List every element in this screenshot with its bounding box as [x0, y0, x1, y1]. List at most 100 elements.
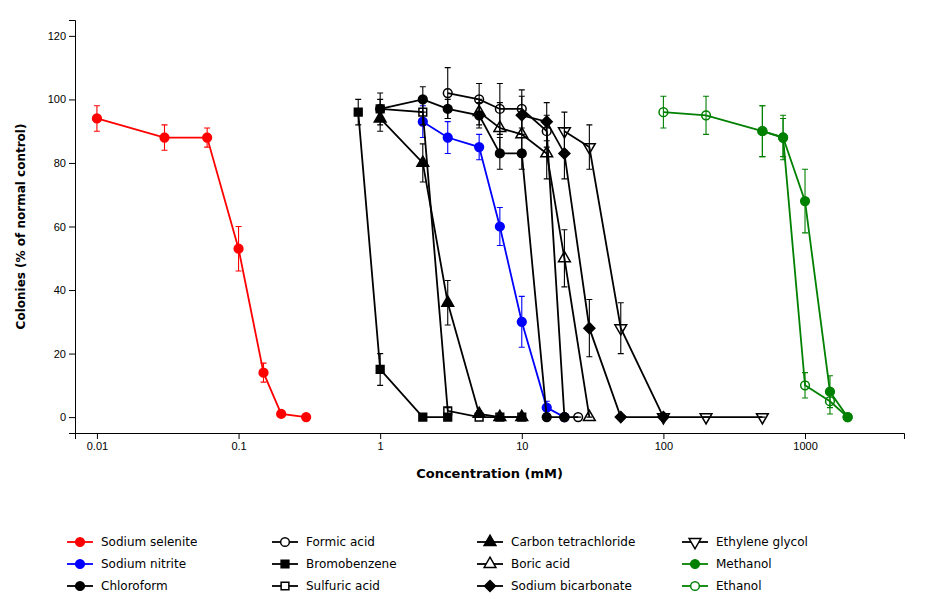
- legend-label: Carbon tetrachloride: [511, 535, 635, 549]
- tick-label: 100: [655, 440, 673, 452]
- y-axis-title: Colonies (% of normal control): [14, 124, 28, 330]
- series-line: [564, 131, 762, 417]
- tick-mark: [69, 227, 75, 228]
- series-line: [97, 118, 306, 417]
- error-bar: [802, 373, 808, 398]
- tick-label: 0.1: [231, 440, 246, 452]
- legend-label: Chloroform: [101, 579, 168, 593]
- tick-mark: [69, 36, 75, 37]
- point: [516, 410, 528, 420]
- tick-mark: [805, 433, 806, 439]
- tick-mark: [69, 290, 75, 291]
- point: [843, 413, 852, 422]
- point: [419, 108, 427, 116]
- tick: 1: [378, 433, 384, 452]
- point: [843, 413, 852, 422]
- point: [615, 325, 627, 335]
- series-line: [762, 131, 847, 417]
- point: [444, 407, 452, 415]
- legend-item: Ethylene glycol: [682, 535, 808, 549]
- legend-item: Sodium nitrite: [67, 557, 186, 571]
- legend-marker: [691, 582, 700, 591]
- series: [516, 96, 669, 422]
- legend-marker: [76, 538, 85, 547]
- point: [277, 410, 286, 419]
- x-axis-title: Concentration (mM): [416, 466, 563, 481]
- legend-marker: [76, 582, 85, 591]
- tick: 0.01: [87, 433, 108, 452]
- legend-label: Methanol: [716, 557, 772, 571]
- point: [517, 317, 526, 326]
- point: [443, 89, 452, 98]
- legend-item: Carbon tetrachloride: [477, 535, 635, 549]
- error-bar: [476, 99, 482, 124]
- tick-mark: [239, 433, 240, 439]
- legend-marker: [689, 539, 701, 549]
- legend-item: Chloroform: [67, 579, 168, 593]
- error-bar: [827, 389, 833, 414]
- series: [559, 112, 769, 424]
- error-bar: [586, 125, 592, 169]
- point: [419, 413, 427, 421]
- point: [559, 128, 571, 138]
- point: [203, 133, 212, 142]
- point: [495, 222, 504, 231]
- tick: 60: [54, 221, 75, 233]
- point: [475, 143, 484, 152]
- series: [376, 93, 525, 421]
- point: [559, 251, 571, 261]
- point: [376, 366, 384, 374]
- point: [574, 413, 583, 422]
- tick-mark: [663, 433, 664, 439]
- point: [756, 414, 768, 424]
- legend-label: Sodium selenite: [101, 535, 197, 549]
- point: [658, 414, 670, 424]
- point: [584, 323, 595, 334]
- legend-item: Sodium bicarbonate: [477, 579, 632, 593]
- tick-label: 20: [54, 348, 66, 360]
- tick-mark: [69, 99, 75, 100]
- tick-mark: [97, 433, 98, 439]
- legend-label: Sulfuric acid: [306, 579, 380, 593]
- legend-label: Sodium nitrite: [101, 557, 186, 571]
- legend-item: Ethanol: [682, 579, 762, 593]
- series-line: [380, 99, 564, 417]
- error-bar: [497, 103, 503, 154]
- point: [583, 410, 595, 420]
- tick: 80: [54, 157, 75, 169]
- tick-label: 0: [60, 411, 66, 423]
- error-bar: [561, 112, 567, 150]
- legend-label: Bromobenzene: [306, 557, 397, 571]
- point: [473, 105, 485, 115]
- tick-label: 60: [54, 221, 66, 233]
- tick: 100: [655, 433, 673, 452]
- point: [700, 414, 712, 424]
- point: [801, 197, 810, 206]
- error-bar: [586, 417, 592, 418]
- legend-item: Methanol: [682, 557, 772, 571]
- point: [659, 108, 668, 117]
- error-bar: [420, 99, 426, 124]
- tick-label: 40: [54, 284, 66, 296]
- point: [801, 381, 810, 390]
- axis-line: [69, 21, 76, 434]
- point: [779, 133, 788, 142]
- point: [354, 108, 362, 116]
- error-bar: [703, 417, 709, 418]
- axis-line: [76, 434, 905, 440]
- x-axis: 0.010.11101001000: [76, 433, 905, 452]
- tick-label: 1000: [793, 440, 817, 452]
- legend-marker: [76, 560, 85, 569]
- chart: 0.010.11101001000020406080100120Concentr…: [0, 0, 934, 608]
- error-bar: [561, 230, 567, 287]
- point: [93, 114, 102, 123]
- legend-label: Ethylene glycol: [716, 535, 808, 549]
- error-bar: [759, 417, 765, 418]
- series-line: [358, 112, 448, 417]
- tick: 120: [48, 30, 75, 42]
- legend-item: Sodium selenite: [67, 535, 197, 549]
- series-line: [663, 112, 847, 417]
- series: [374, 106, 527, 421]
- y-axis: 020406080100120: [48, 21, 76, 434]
- series-line: [479, 112, 589, 417]
